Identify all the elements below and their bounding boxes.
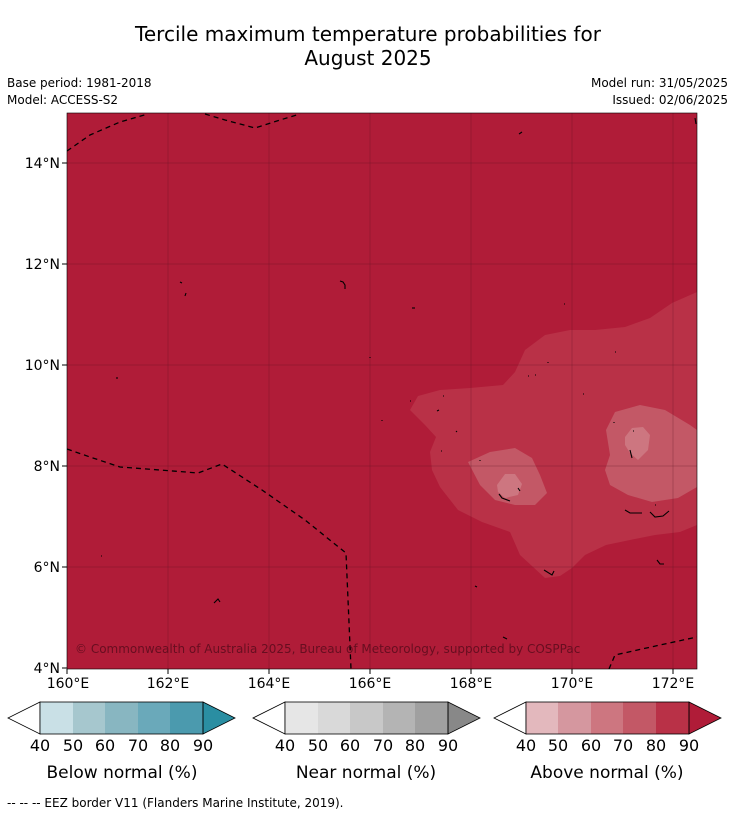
colorbar-near-normal: 40 50 60 70 80 90 Near normal (%): [252, 701, 481, 783]
lon-label-164e: 164°E: [248, 676, 291, 692]
colorbar-near-label: Near normal (%): [296, 763, 436, 783]
colorbar-near-swatch-60: [350, 702, 383, 734]
lat-label-4n: 4°N: [34, 661, 60, 677]
eez-border-southeast: [608, 636, 697, 669]
colorbar-near-tick: 50: [308, 736, 328, 755]
colorbar-above-label: Above normal (%): [530, 763, 683, 783]
colorbar-near-tick: 90: [438, 736, 458, 755]
lat-label-10n: 10°N: [25, 358, 60, 374]
contour-50-60-b: [625, 427, 650, 460]
colorbar-below-tick: 40: [30, 736, 50, 755]
lat-label-12n: 12°N: [25, 257, 60, 273]
title-line-2: August 2025: [304, 46, 432, 70]
lon-label-160e: 160°E: [47, 676, 90, 692]
latitude-labels: 14°N 12°N 10°N 8°N 6°N 4°N: [25, 156, 60, 677]
colorbar-above-swatch-50: [558, 702, 591, 734]
colorbar-below-swatch-50: [73, 702, 105, 734]
colorbar-near-tick: 60: [340, 736, 360, 755]
lon-label-172e: 172°E: [652, 676, 695, 692]
colorbar-below-swatch-40: [40, 702, 73, 734]
colorbar-below-tick: 50: [63, 736, 83, 755]
model-text: Model: ACCESS-S2: [7, 93, 119, 107]
colorbar-near-swatch-40: [285, 702, 318, 734]
colorbar-below-normal: 40 50 60 70 80 90 Below normal (%): [7, 701, 236, 783]
colorbar-above-swatch-80: [656, 702, 689, 734]
colorbar-above-swatch-40: [526, 702, 558, 734]
axis-ticks: [62, 162, 674, 674]
colorbar-above-tick: 60: [581, 736, 601, 755]
colorbar-above-min-extend: [493, 701, 527, 735]
model-run-text: Model run: 31/05/2025: [590, 76, 728, 90]
lon-label-170e: 170°E: [551, 676, 594, 692]
lon-label-168e: 168°E: [450, 676, 493, 692]
base-period-text: Base period: 1981-2018: [7, 76, 152, 90]
contour-70-80: [410, 292, 697, 578]
lat-label-8n: 8°N: [34, 459, 60, 475]
colorbar-below-tick: 90: [193, 736, 213, 755]
colorbar-below-tick: 60: [95, 736, 115, 755]
eez-footnote: -- -- -- EEZ border V11 (Flanders Marine…: [7, 796, 344, 810]
colorbar-near-swatch-50: [318, 702, 350, 734]
colorbar-near-min-extend: [252, 701, 286, 735]
colorbar-above-tick: 80: [646, 736, 666, 755]
copyright-text: © Commonwealth of Australia 2025, Bureau…: [75, 642, 580, 656]
colorbar-above-tick: 90: [679, 736, 699, 755]
colorbar-above-tick: 40: [516, 736, 536, 755]
colorbar-near-tick: 70: [373, 736, 393, 755]
graticule: [67, 113, 697, 669]
colorbar-above-swatch-70: [623, 702, 656, 734]
issued-text: Issued: 02/06/2025: [612, 93, 728, 107]
colorbar-below-min-extend: [7, 701, 41, 735]
colorbar-above-tick: 70: [613, 736, 633, 755]
longitude-labels: 160°E 162°E 164°E 166°E 168°E 170°E 172°…: [47, 676, 695, 692]
colorbar-below-tick: 80: [160, 736, 180, 755]
lat-label-14n: 14°N: [25, 156, 60, 172]
colorbar-above-normal: 40 50 60 70 80 90 Above normal (%): [493, 701, 722, 783]
title-line-1: Tercile maximum temperature probabilitie…: [135, 22, 601, 46]
eez-border-north: [67, 113, 301, 152]
probability-contours: [410, 292, 697, 578]
lat-label-6n: 6°N: [34, 560, 60, 576]
colorbar-below-label: Below normal (%): [47, 763, 198, 783]
colorbar-below-swatch-60: [105, 702, 138, 734]
colorbar-near-tick: 40: [275, 736, 295, 755]
colorbar-above-swatch-60: [591, 702, 623, 734]
colorbar-below-max-extend: [202, 701, 236, 735]
lon-label-166e: 166°E: [349, 676, 392, 692]
colorbar-below-tick: 70: [128, 736, 148, 755]
contour-60-70-b: [605, 405, 697, 502]
colorbar-above-tick: 50: [548, 736, 568, 755]
colorbar-below-swatch-80: [170, 702, 203, 734]
lon-label-162e: 162°E: [147, 676, 190, 692]
meta-right: Model run: 31/05/2025 Issued: 02/06/2025: [591, 75, 728, 109]
colorbar-near-tick: 80: [405, 736, 425, 755]
colorbar-below-swatch-70: [138, 702, 170, 734]
eez-borders: [67, 113, 697, 669]
colorbar-above-max-extend: [688, 701, 722, 735]
meta-left: Base period: 1981-2018 Model: ACCESS-S2: [7, 75, 152, 109]
colorbar-near-swatch-70: [383, 702, 415, 734]
islands: [101, 117, 697, 640]
contour-50-60-a: [497, 474, 522, 498]
chart-title: Tercile maximum temperature probabilitie…: [0, 22, 736, 70]
map-frame: [66, 112, 698, 670]
eez-border-west: [67, 448, 352, 669]
colorbar-near-max-extend: [447, 701, 481, 735]
colorbar-near-swatch-80: [415, 702, 448, 734]
